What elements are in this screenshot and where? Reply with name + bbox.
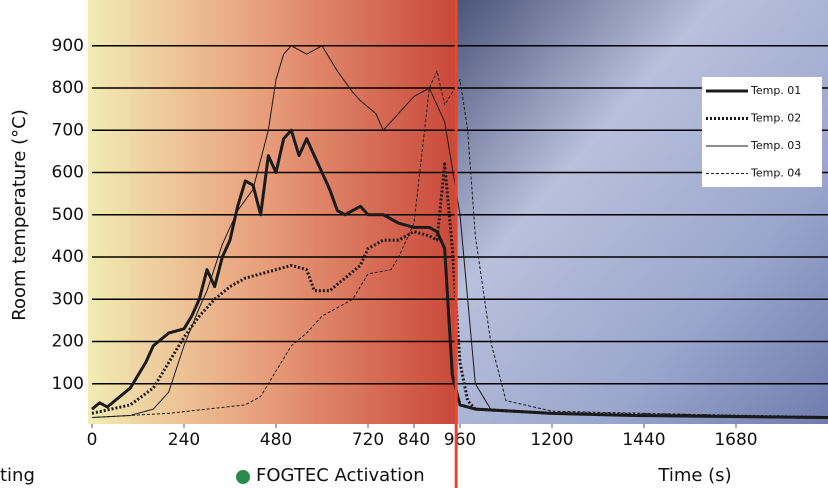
y-tick-label: 800 <box>52 78 84 98</box>
y-tick-label: 500 <box>52 205 84 225</box>
plot-baseline-band <box>88 424 828 488</box>
x-tick-label: 960 <box>444 430 476 450</box>
series-line <box>91 162 828 420</box>
y-tick-label: 400 <box>52 247 84 267</box>
legend-label: Temp. 02 <box>750 112 801 125</box>
y-tick-label: 300 <box>52 289 84 309</box>
x-tick-label: 720 <box>352 430 384 450</box>
y-tick-label: 100 <box>52 374 84 394</box>
legend-label: Temp. 03 <box>750 139 801 152</box>
logo-icon <box>236 470 250 484</box>
x-tick-label: 1440 <box>622 430 665 450</box>
legend-box <box>702 77 822 187</box>
legend-label: Temp. 04 <box>750 167 801 180</box>
x-tick-label: 0 <box>87 430 98 450</box>
x-tick-label: 480 <box>260 430 292 450</box>
x-tick-label: 840 <box>398 430 430 450</box>
y-axis-label: Room temperature (°C) <box>9 109 30 320</box>
background-fire <box>88 0 457 424</box>
x-tick-label: 1680 <box>714 430 757 450</box>
annotation: ting <box>0 465 35 486</box>
background-fog <box>456 0 828 424</box>
y-tick-label: 700 <box>52 120 84 140</box>
legend-label: Temp. 01 <box>750 84 801 97</box>
series-line <box>91 128 828 420</box>
y-tick-label: 600 <box>52 163 84 183</box>
x-tick-label: 240 <box>168 430 200 450</box>
activation-label: FOGTEC Activation <box>256 465 425 486</box>
y-tick-label: 900 <box>52 36 84 56</box>
x-axis-label: Time (s) <box>657 465 731 486</box>
y-tick-label: 200 <box>52 332 84 352</box>
x-tick-label: 1200 <box>530 430 573 450</box>
series-line <box>91 70 828 419</box>
